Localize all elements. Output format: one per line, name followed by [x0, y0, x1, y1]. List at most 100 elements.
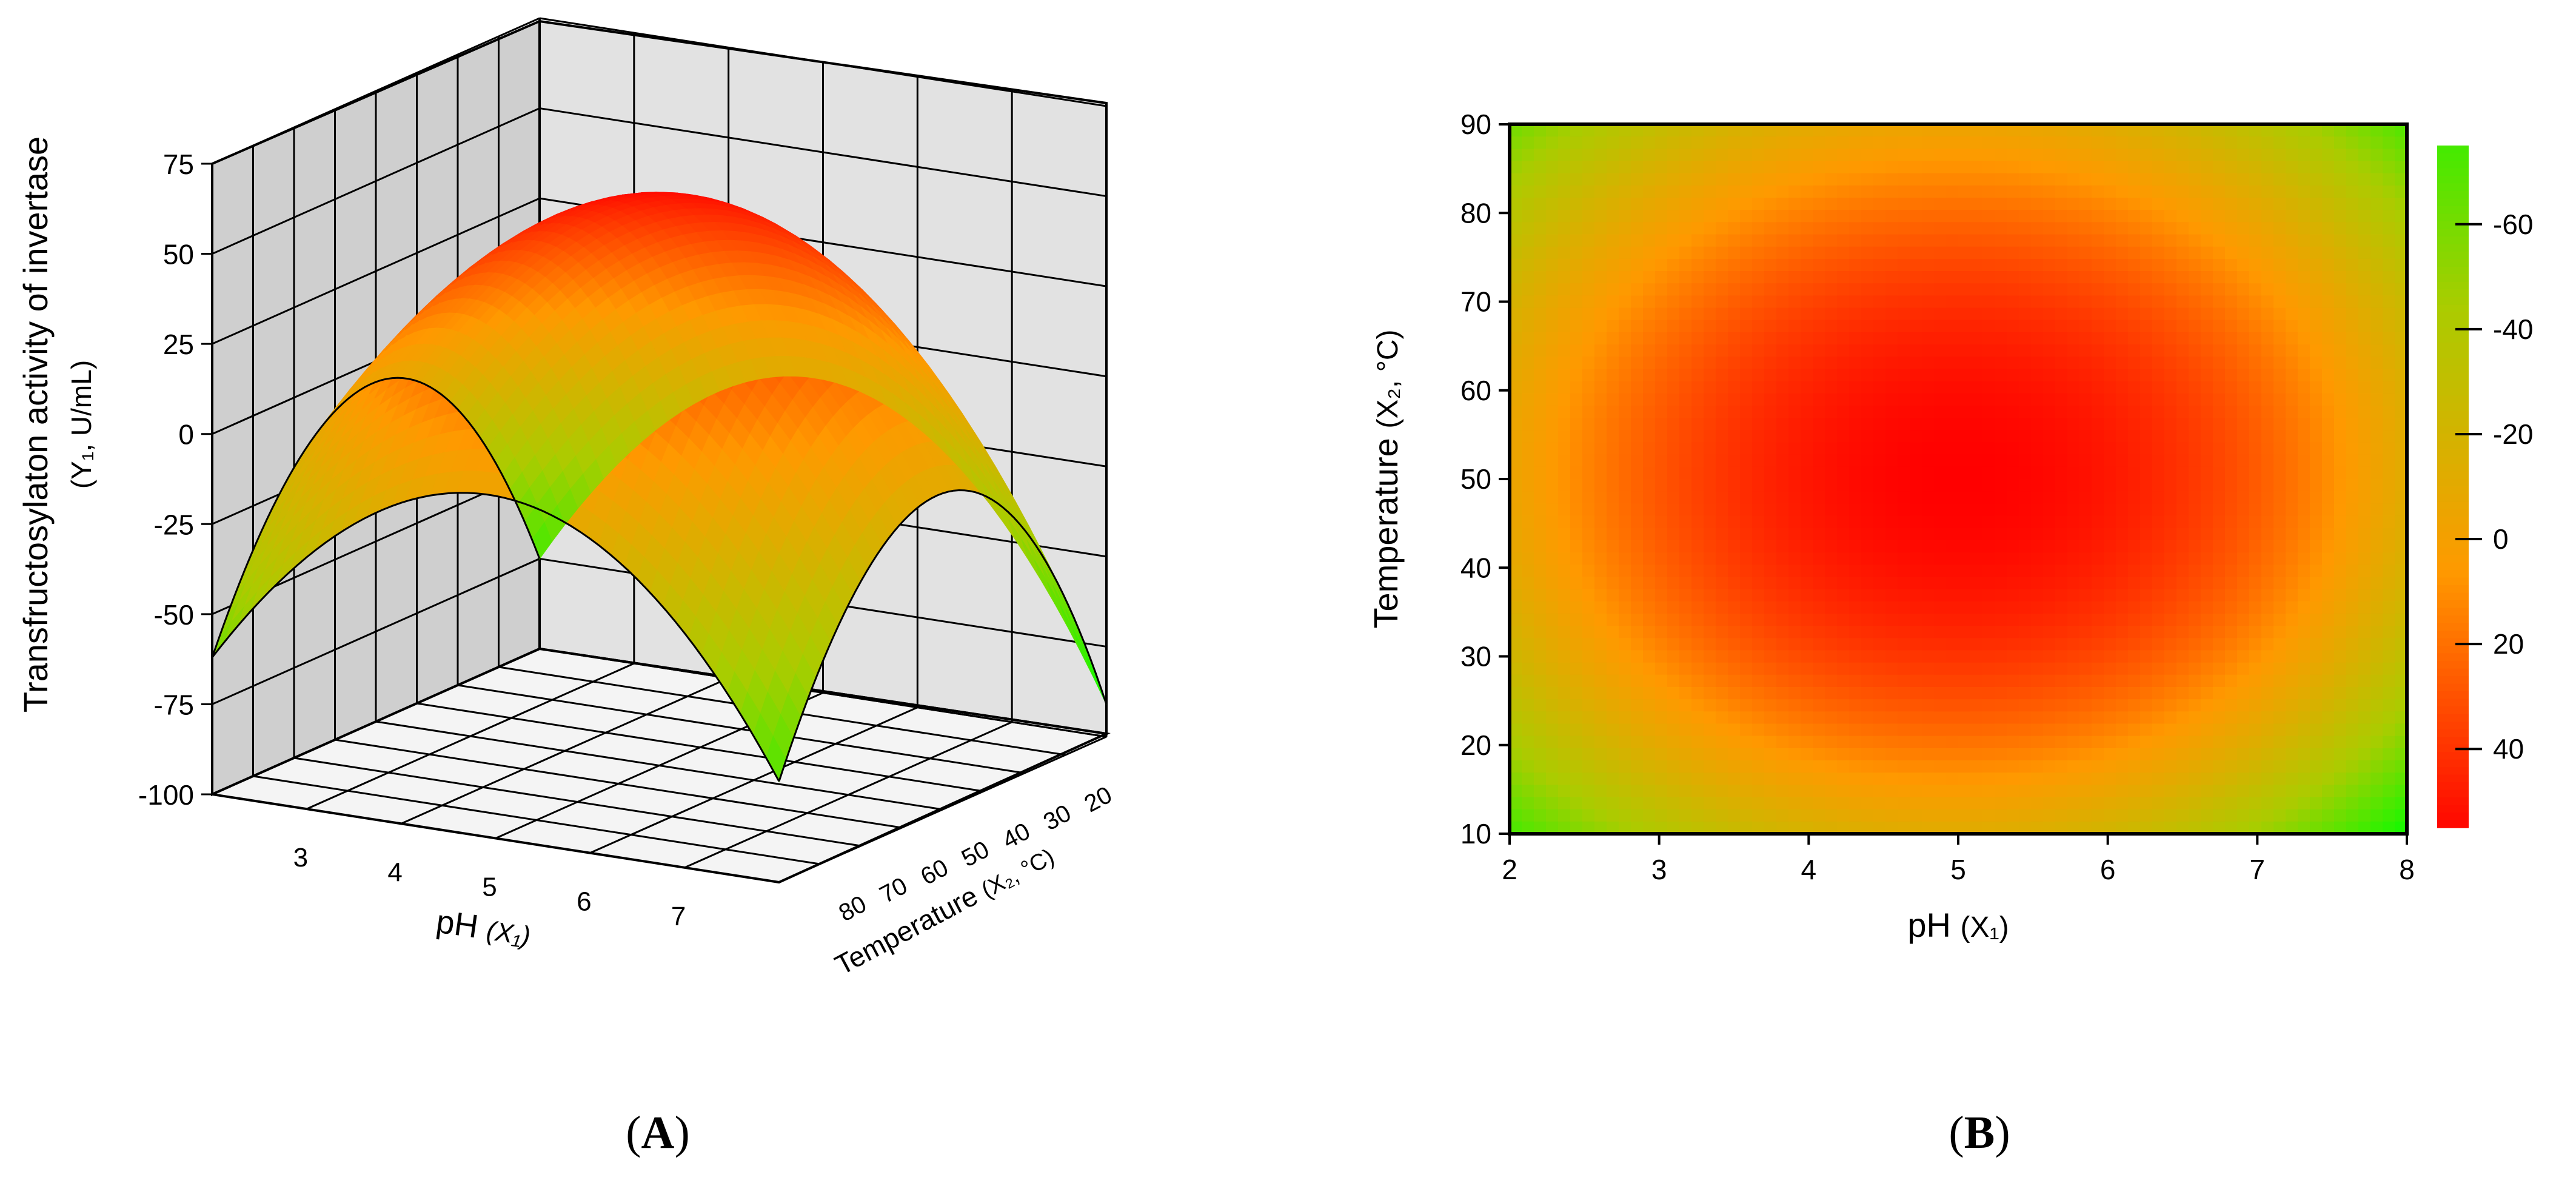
- heatmap-cell: [1982, 686, 1995, 700]
- heatmap-cell: [1813, 393, 1825, 406]
- heatmap-cell: [1861, 198, 1874, 210]
- heatmap-cell: [1788, 393, 1801, 406]
- heatmap-cell: [1910, 222, 1922, 235]
- heatmap-cell: [2116, 418, 2129, 431]
- heatmap-cell: [1691, 442, 1704, 455]
- heatmap-cell: [1510, 454, 1522, 468]
- heatmap-cell: [2043, 430, 2056, 443]
- heatmap-cell: [1776, 540, 1789, 553]
- heatmap-cell: [1910, 785, 1922, 798]
- heatmap-cell: [1716, 222, 1728, 235]
- heatmap-cell: [1825, 295, 1838, 309]
- heatmap-cell: [1995, 565, 2007, 578]
- heatmap-cell: [1934, 601, 1947, 614]
- heatmap-cell: [2116, 601, 2129, 614]
- floor-grid-line: [375, 720, 943, 811]
- heatmap-cell: [1764, 626, 1777, 639]
- heatmap-cell: [1813, 161, 1825, 174]
- heatmap-cell: [1570, 430, 1583, 443]
- heatmap-cell: [1631, 650, 1644, 663]
- heatmap-cell: [1522, 185, 1534, 198]
- heatmap-cell: [2043, 736, 2056, 749]
- heatmap-cell: [1691, 821, 1704, 834]
- heatmap-cell: [1667, 442, 1680, 455]
- heatmap-cell: [1982, 491, 1995, 504]
- heatmap-cell: [1643, 369, 1656, 382]
- heatmap-cell: [1643, 748, 1656, 761]
- heatmap-cell: [2079, 307, 2092, 321]
- heatmap-cell: [1910, 809, 1922, 822]
- heatmap-cell: [1631, 821, 1644, 834]
- heatmap-cell: [2055, 234, 2068, 247]
- heatmap-cell: [1801, 674, 1813, 688]
- heatmap-cell: [1922, 344, 1935, 358]
- heatmap-cell: [1607, 601, 1619, 614]
- surface-edge: [211, 377, 541, 658]
- heatmap-cell: [1958, 307, 1971, 321]
- heatmap-cell: [1631, 307, 1644, 321]
- heatmap-cell: [2092, 809, 2104, 822]
- heatmap-cell: [1534, 736, 1547, 749]
- heatmap-cell: [1910, 723, 1922, 737]
- heatmap-cell: [2067, 344, 2080, 358]
- heatmap-cell: [1558, 662, 1571, 675]
- heatmap-cell: [1837, 760, 1850, 773]
- heatmap-cell: [1801, 552, 1813, 565]
- heatmap-cell: [2116, 185, 2129, 198]
- heatmap-cell: [1910, 662, 1922, 675]
- heatmap-cell: [1982, 736, 1995, 749]
- heatmap-cell: [1861, 674, 1874, 688]
- heatmap-cell: [1825, 246, 1838, 260]
- heatmap-cell: [1510, 626, 1522, 639]
- heatmap-cell: [1716, 809, 1728, 822]
- heatmap-cell: [1631, 577, 1644, 590]
- heatmap-cell: [1752, 161, 1765, 174]
- heatmap-cell: [1825, 344, 1838, 358]
- heatmap-cell: [1813, 307, 1825, 321]
- heatmap-cell: [1570, 650, 1583, 663]
- x-tick-label: 5: [482, 873, 497, 902]
- heatmap-cell: [1522, 405, 1534, 418]
- heatmap-cell: [2116, 149, 2129, 162]
- heatmap-cell: [1570, 613, 1583, 626]
- heatmap-cell: [1934, 699, 1947, 712]
- heatmap-cell: [1982, 234, 1995, 247]
- heatmap-cell: [1570, 809, 1583, 822]
- heatmap-cell: [1643, 797, 1656, 810]
- response-surface: [211, 192, 1108, 783]
- heatmap-cell: [1728, 344, 1741, 358]
- heatmap-cell: [2079, 540, 2092, 553]
- heatmap-cell: [1898, 307, 1910, 321]
- heatmap-cell: [1522, 369, 1534, 382]
- heatmap-cell: [1885, 258, 1898, 272]
- heatmap-cell: [1764, 736, 1777, 749]
- heatmap-cell: [1764, 540, 1777, 553]
- heatmap-cell: [1958, 283, 1971, 297]
- heatmap-cell: [1716, 418, 1728, 431]
- wall-grid-line: [212, 17, 540, 165]
- heatmap-cell: [1898, 369, 1910, 382]
- heatmap-cell: [1582, 809, 1595, 822]
- heatmap-cell: [1825, 809, 1838, 822]
- heatmap-cell: [1995, 369, 2007, 382]
- heatmap-cell: [1667, 785, 1680, 798]
- heatmap-cell: [1510, 258, 1522, 272]
- heatmap-cell: [1801, 748, 1813, 761]
- heatmap-cell: [1582, 772, 1595, 786]
- heatmap-cell: [1752, 454, 1765, 468]
- heatmap-cell: [1728, 405, 1741, 418]
- heatmap-cell: [1716, 772, 1728, 786]
- heatmap-cell: [1873, 381, 1886, 394]
- heatmap-cell: [1861, 283, 1874, 297]
- heatmap-cell: [2092, 626, 2104, 639]
- heatmap-cell: [1752, 601, 1765, 614]
- heatmap-cell: [1522, 393, 1534, 406]
- heatmap-cell: [2079, 821, 2092, 834]
- heatmap-cell: [1679, 650, 1692, 663]
- heatmap-cell: [1958, 198, 1971, 210]
- heatmap-cell: [1995, 601, 2007, 614]
- heatmap-cell: [1898, 295, 1910, 309]
- heatmap-cell: [1522, 662, 1534, 675]
- heatmap-cell: [1934, 674, 1947, 688]
- heatmap-cell: [1825, 320, 1838, 333]
